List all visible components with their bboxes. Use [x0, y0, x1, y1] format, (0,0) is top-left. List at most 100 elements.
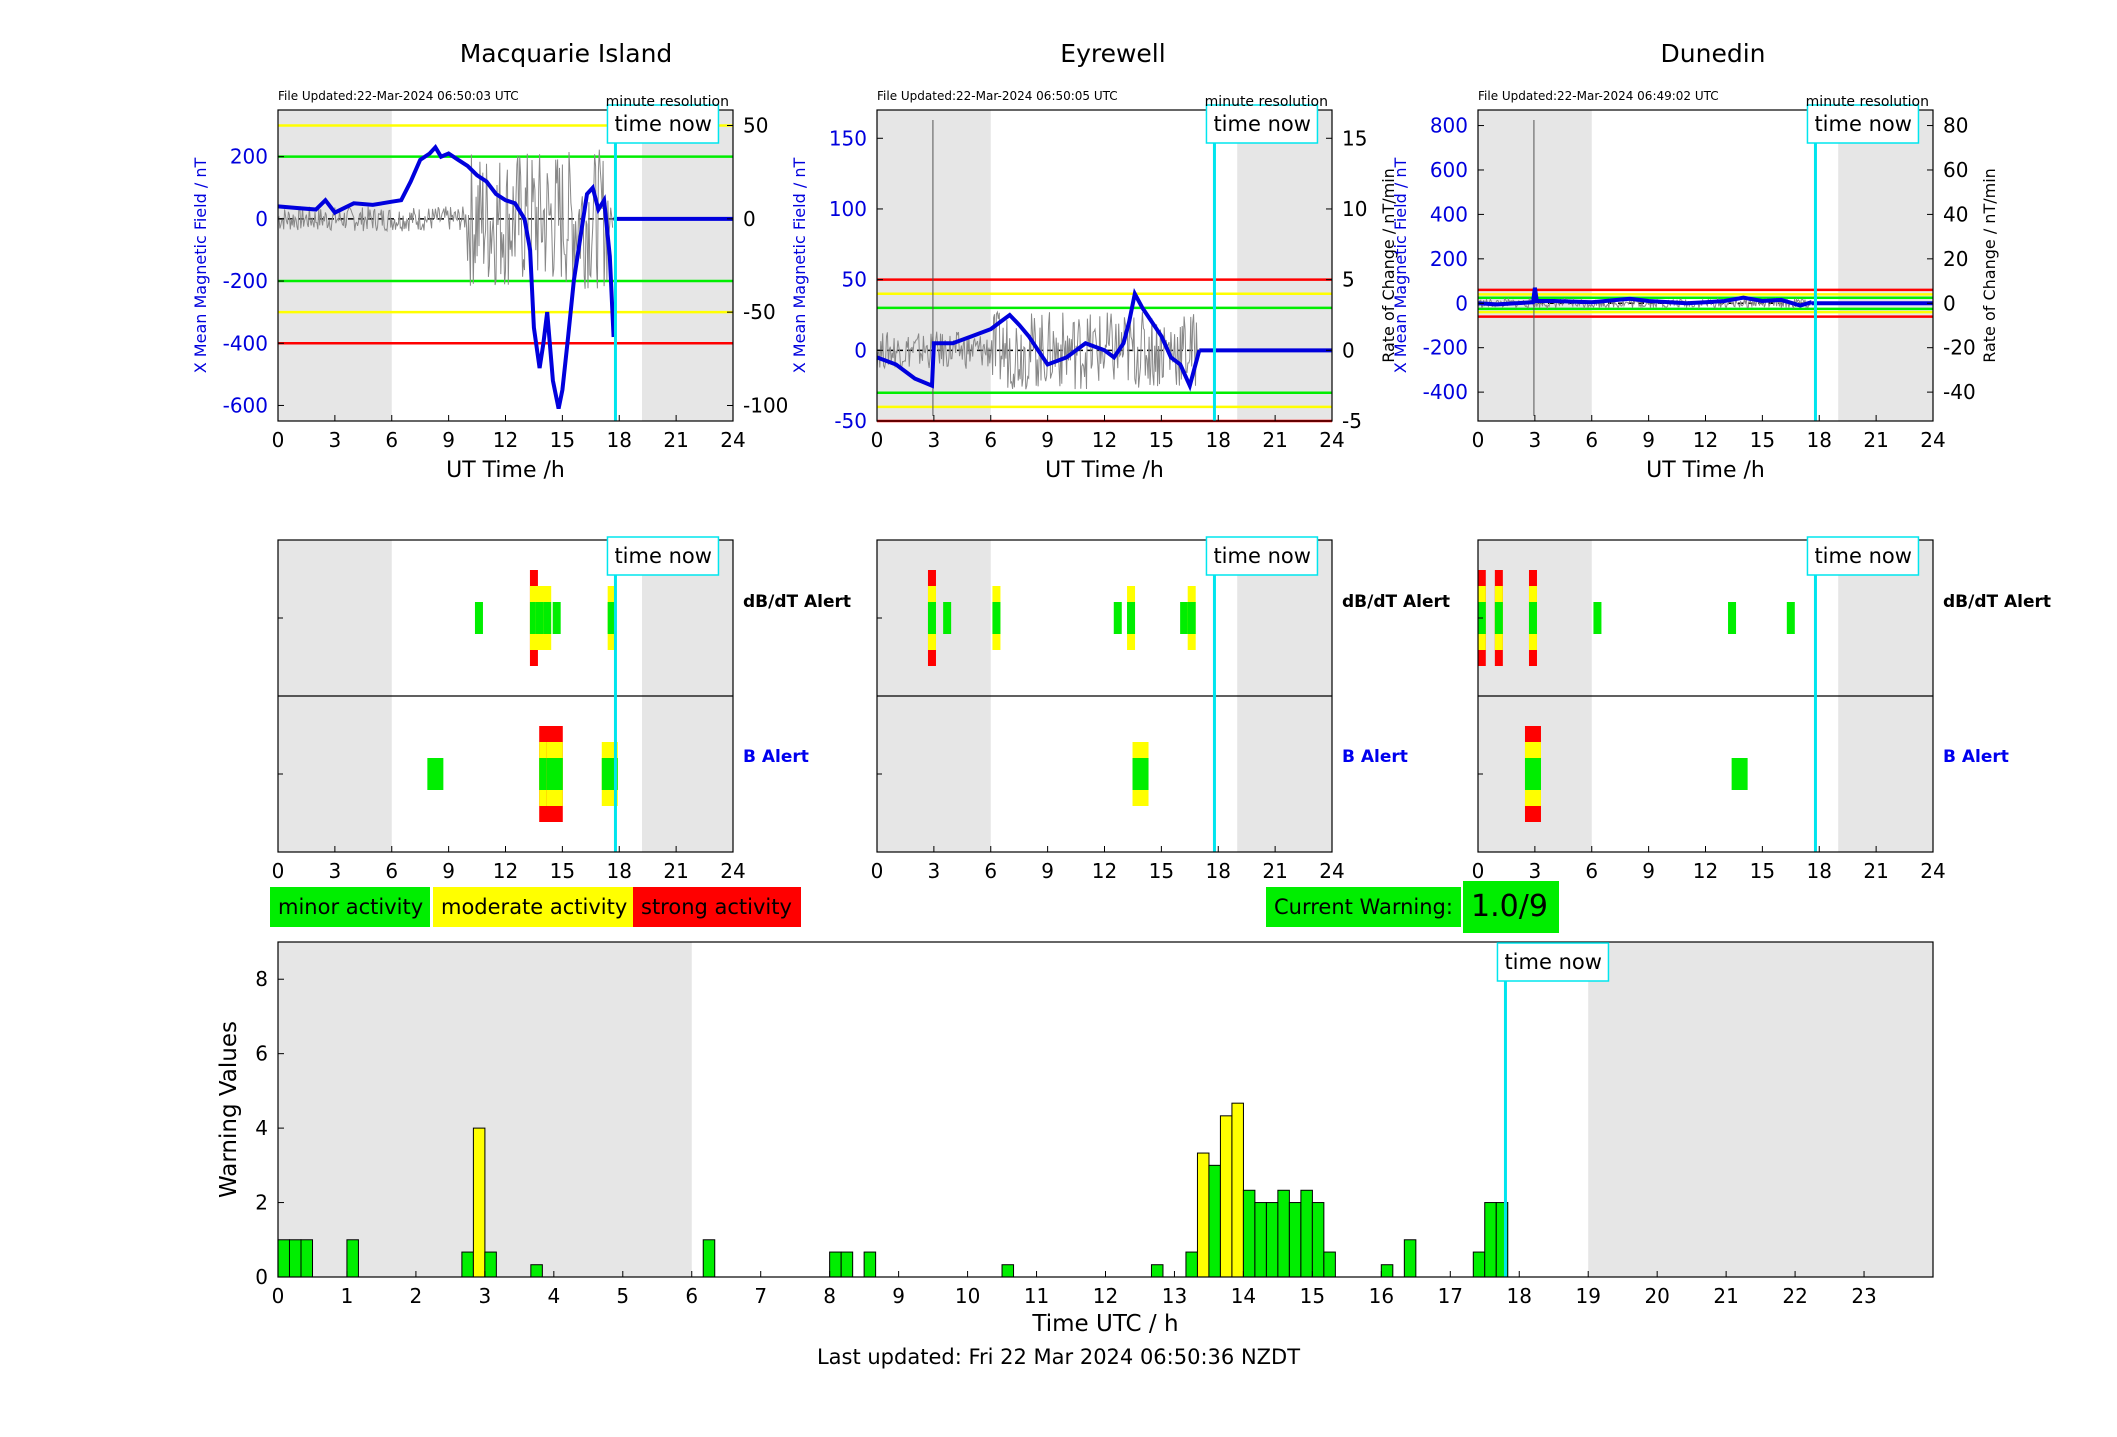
x-tick-label: 24	[1319, 859, 1344, 883]
warning-bar	[1323, 1251, 1336, 1278]
x-tick-label: 21	[1262, 428, 1287, 452]
alert-minor-mark	[1494, 602, 1503, 634]
y-right-tick-label: 0	[1342, 338, 1355, 362]
night-shade	[1838, 110, 1933, 421]
warning-bar	[530, 1264, 543, 1278]
y-tick-label: 600	[1430, 158, 1468, 182]
time-now-label: time now	[1213, 544, 1310, 568]
x-tick-label: 23	[1851, 1284, 1876, 1308]
warning-bar	[484, 1251, 497, 1278]
resolution-label: minute resolution	[606, 94, 729, 110]
dbdt-alert-label: dB/dT Alert	[743, 592, 851, 612]
x-tick-label: 18	[1807, 428, 1832, 452]
x-tick-label: 6	[984, 859, 997, 883]
x-tick-label: 6	[385, 428, 398, 452]
x-tick-label: 12	[1693, 859, 1718, 883]
x-tick-label: 8	[823, 1284, 836, 1308]
y-right-tick-label: 80	[1943, 114, 1968, 138]
x-tick-label: 21	[663, 859, 688, 883]
field-series	[1477, 287, 1813, 308]
y-tick-label: 0	[1455, 291, 1468, 315]
x-tick-label: 12	[1092, 859, 1117, 883]
x-tick-label: 17	[1438, 1284, 1463, 1308]
alert-minor-mark	[1180, 602, 1189, 634]
x-tick-label: 6	[984, 428, 997, 452]
y-tick-label: 8	[255, 967, 268, 991]
warning-bar	[702, 1239, 716, 1278]
field-series	[277, 143, 616, 409]
station-title: Dunedin	[1661, 39, 1766, 68]
warning-bar	[863, 1251, 877, 1278]
warning-bar	[1231, 1102, 1244, 1278]
x-tick-label: 18	[1206, 859, 1231, 883]
y-axis-label: X Mean Magnetic Field / nT	[191, 158, 210, 374]
x-tick-label: 22	[1782, 1284, 1807, 1308]
y-tick-label: 50	[842, 268, 867, 292]
x-tick-label: 24	[720, 428, 745, 452]
y-tick-label: 150	[829, 126, 867, 150]
resolution-label: minute resolution	[1205, 94, 1328, 110]
station-title: Macquarie Island	[460, 39, 673, 68]
x-tick-label: 21	[1713, 1284, 1738, 1308]
warning-bar	[1208, 1164, 1221, 1278]
y-right-tick-label: -5	[1342, 409, 1362, 433]
x-tick-label: 3	[329, 428, 342, 452]
time-now-box	[606, 536, 720, 576]
x-tick-label: 6	[385, 859, 398, 883]
alert-minor-mark	[1528, 602, 1537, 634]
y-tick-label: 0	[255, 207, 268, 231]
y-right-tick-label: -40	[1943, 380, 1976, 404]
time-now-box	[1496, 942, 1610, 982]
x-tick-label: 18	[607, 428, 632, 452]
x-tick-label: 9	[1642, 859, 1655, 883]
alert-minor-mark	[535, 602, 544, 634]
field-series	[876, 287, 1202, 392]
y-right-tick-label: 0	[743, 207, 756, 231]
file-updated-label: File Updated:22-Mar-2024 06:50:03 UTC	[278, 89, 519, 103]
x-tick-label: 0	[871, 428, 884, 452]
current-warning-label: Current Warning:	[1266, 887, 1461, 927]
x-tick-label: 24	[1920, 859, 1945, 883]
time-now-box	[1205, 104, 1319, 144]
alert-minor-mark	[552, 602, 561, 634]
x-tick-label: 15	[1750, 859, 1775, 883]
legend-strong: strong activity	[633, 887, 801, 927]
y-tick-label: 100	[829, 197, 867, 221]
x-tick-label: 24	[1920, 428, 1945, 452]
y-tick-label: -200	[223, 269, 268, 293]
x-tick-label: 2	[410, 1284, 423, 1308]
warning-bar	[1277, 1189, 1290, 1278]
x-tick-label: 12	[1693, 428, 1718, 452]
x-tick-label: 19	[1575, 1284, 1600, 1308]
x-tick-label: 21	[663, 428, 688, 452]
dbdt-alert-label: dB/dT Alert	[1342, 592, 1450, 612]
alert-minor-mark	[474, 602, 483, 634]
warning-bar	[1380, 1264, 1394, 1278]
x-axis-label: UT Time /h	[446, 458, 565, 483]
x-tick-label: 3	[1529, 859, 1542, 883]
x-tick-label: 18	[1507, 1284, 1532, 1308]
time-now-box	[1806, 104, 1920, 144]
y-right-axis-label: Rate of Change / nT/min	[1980, 168, 1999, 363]
alert-minor-mark	[1113, 602, 1122, 634]
x-tick-label: 7	[754, 1284, 767, 1308]
y-tick-label: -600	[223, 393, 268, 417]
warning-bar	[1219, 1115, 1233, 1278]
x-tick-label: 6	[1585, 859, 1598, 883]
time-now-box	[606, 104, 720, 144]
b-alert-label: B Alert	[1943, 747, 2009, 767]
x-axis-label: UT Time /h	[1045, 458, 1164, 483]
y-right-tick-label: 0	[1943, 291, 1956, 315]
x-tick-label: 9	[442, 859, 455, 883]
night-shade	[642, 110, 733, 421]
x-tick-label: 5	[616, 1284, 629, 1308]
x-tick-label: 18	[607, 859, 632, 883]
file-updated-label: File Updated:22-Mar-2024 06:49:02 UTC	[1478, 89, 1719, 103]
alert-minor-mark	[1524, 758, 1541, 790]
rate-of-change-series	[277, 149, 614, 289]
x-tick-label: 6	[1585, 428, 1598, 452]
warning-bar	[1311, 1202, 1325, 1278]
x-tick-label: 24	[1319, 428, 1344, 452]
alert-minor-mark	[607, 602, 616, 634]
dbdt-alert-label: dB/dT Alert	[1943, 592, 2051, 612]
